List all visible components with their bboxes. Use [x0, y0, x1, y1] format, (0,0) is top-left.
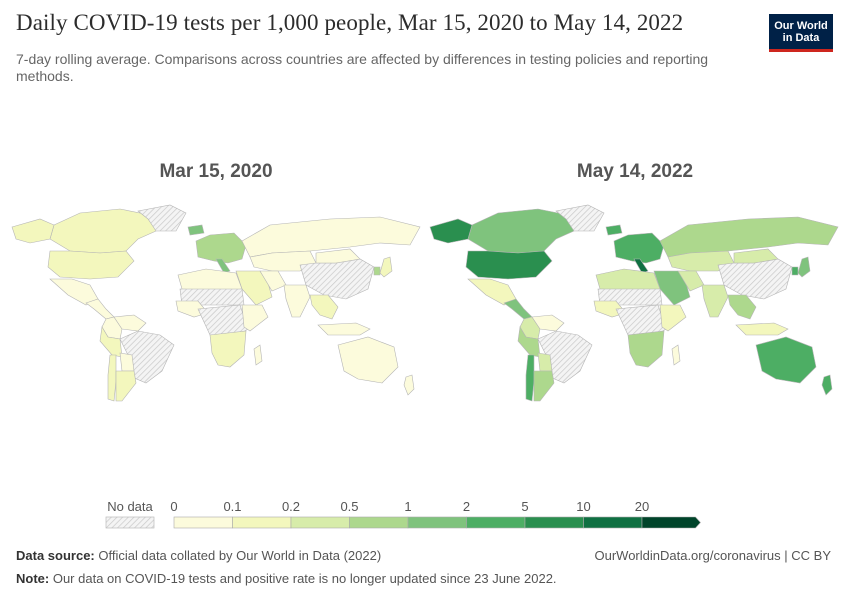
owid-logo[interactable]: Our World in Data: [769, 14, 833, 52]
country-southern-africa[interactable]: [209, 330, 247, 368]
legend-bin-8: [641, 516, 701, 529]
country-australia[interactable]: [755, 336, 817, 384]
footer-credit-link[interactable]: OurWorldinData.org/coronavirus | CC BY: [594, 548, 831, 563]
legend-bin-5: [466, 516, 526, 529]
chart-title: Daily COVID-19 tests per 1,000 people, M…: [16, 10, 684, 35]
country-chile[interactable]: [525, 354, 535, 402]
source-text: Official data collated by Our World in D…: [98, 548, 382, 563]
country-canada[interactable]: [49, 208, 157, 254]
country-australia[interactable]: [337, 336, 399, 384]
country-venezuela[interactable]: [531, 314, 565, 332]
country-chile[interactable]: [107, 354, 117, 402]
legend-bin-2: [290, 516, 350, 529]
country-venezuela[interactable]: [113, 314, 147, 332]
map-title-left: Mar 15, 2020: [159, 161, 273, 182]
legend-bin-0: [173, 516, 233, 529]
legend-tick-label: 0.2: [282, 499, 300, 514]
legend-tick-label: 20: [635, 499, 649, 514]
legend-bin-4: [407, 516, 467, 529]
country-new-zealand[interactable]: [403, 374, 415, 396]
legend-bin-6: [524, 516, 584, 529]
country-canada[interactable]: [467, 208, 575, 254]
country-north-africa[interactable]: [595, 268, 661, 292]
legend-tick-label: 5: [521, 499, 528, 514]
country-alaska[interactable]: [11, 218, 55, 244]
footer-source: Data source: Official data collated by O…: [16, 548, 381, 563]
footer-note: Note: Our data on COVID-19 tests and pos…: [16, 571, 557, 586]
country-argentina[interactable]: [533, 370, 555, 402]
country-europe[interactable]: [613, 232, 665, 264]
country-southern-africa[interactable]: [627, 330, 665, 368]
country-mongolia[interactable]: [733, 248, 779, 264]
note-label: Note:: [16, 571, 50, 586]
country-india[interactable]: [701, 284, 729, 318]
color-legend: No data 0 0.1 0.2 0.5 1 2 5 10 20: [105, 499, 701, 529]
map-title-right: May 14, 2022: [576, 161, 694, 182]
country-central-america[interactable]: [503, 298, 533, 320]
chart-subtitle: 7-day rolling average. Comparisons acros…: [16, 51, 709, 84]
world-map-may-2022: [429, 204, 839, 402]
legend-tick-label: 0.5: [340, 499, 358, 514]
country-iceland[interactable]: [187, 224, 205, 236]
country-bolivia[interactable]: [537, 352, 553, 372]
legend-tick-label: 10: [576, 499, 590, 514]
legend-no-data-swatch: [105, 516, 155, 529]
country-north-africa[interactable]: [177, 268, 243, 292]
note-text: Our data on COVID-19 tests and positive …: [52, 571, 557, 586]
country-greenland[interactable]: [137, 204, 187, 232]
country-central-america[interactable]: [85, 298, 115, 320]
legend-tick-label: 0: [170, 499, 177, 514]
logo-line-1: Our World: [774, 20, 828, 32]
legend-bin-7: [583, 516, 643, 529]
legend-no-data-label: No data: [107, 499, 153, 514]
country-madagascar[interactable]: [671, 344, 681, 366]
logo-line-2: in Data: [782, 32, 820, 44]
country-united-states[interactable]: [47, 250, 135, 280]
country-indonesia[interactable]: [317, 322, 371, 336]
country-south-korea[interactable]: [791, 266, 799, 276]
country-southeast-asia[interactable]: [309, 294, 339, 320]
country-china[interactable]: [299, 258, 375, 300]
country-new-zealand[interactable]: [821, 374, 833, 396]
country-south-korea[interactable]: [373, 266, 381, 276]
country-alaska[interactable]: [429, 218, 473, 244]
country-argentina[interactable]: [115, 370, 137, 402]
country-bolivia[interactable]: [119, 352, 135, 372]
country-greenland[interactable]: [555, 204, 605, 232]
country-italy[interactable]: [215, 258, 231, 274]
legend-bin-1: [232, 516, 292, 529]
country-east-africa[interactable]: [241, 304, 269, 332]
country-indonesia[interactable]: [735, 322, 789, 336]
legend-bin-3: [349, 516, 409, 529]
source-label: Data source:: [16, 548, 95, 563]
country-iceland[interactable]: [605, 224, 623, 236]
country-madagascar[interactable]: [253, 344, 263, 366]
country-europe[interactable]: [195, 232, 247, 264]
country-china[interactable]: [717, 258, 793, 300]
country-southeast-asia[interactable]: [727, 294, 757, 320]
country-india[interactable]: [283, 284, 311, 318]
country-japan[interactable]: [797, 256, 811, 278]
legend-tick-label: 1: [404, 499, 411, 514]
country-italy[interactable]: [633, 258, 649, 274]
country-united-states[interactable]: [465, 250, 553, 280]
world-map-mar-2020: [11, 204, 421, 402]
legend-tick-label: 0.1: [223, 499, 241, 514]
country-japan[interactable]: [379, 256, 393, 278]
legend-tick-label: 2: [463, 499, 470, 514]
country-east-africa[interactable]: [659, 304, 687, 332]
country-mongolia[interactable]: [315, 248, 361, 264]
